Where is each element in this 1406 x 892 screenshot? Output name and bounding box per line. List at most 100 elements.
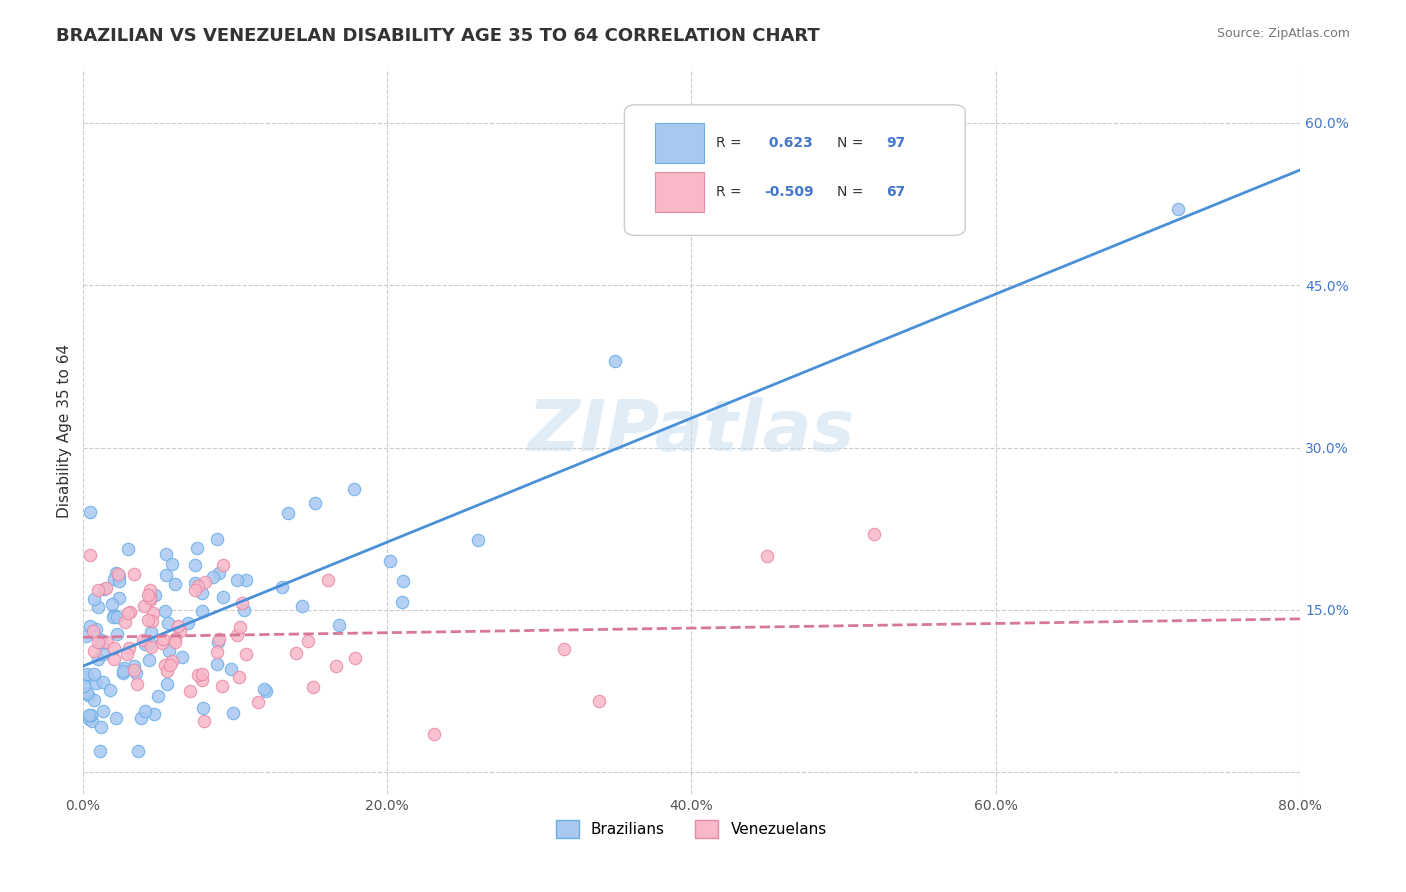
Point <box>141 615 163 629</box>
Point <box>193 714 215 728</box>
Point <box>391 574 413 589</box>
Point <box>169 624 191 639</box>
Point <box>155 568 177 582</box>
Point <box>165 576 187 591</box>
Point <box>115 648 138 662</box>
Point <box>208 632 231 647</box>
Point <box>190 673 212 687</box>
Point <box>328 618 350 632</box>
Point <box>103 572 125 586</box>
Point <box>138 636 160 650</box>
Point <box>423 727 446 741</box>
Point <box>139 624 162 639</box>
Point <box>226 628 249 642</box>
Point <box>134 599 156 613</box>
Point <box>91 647 114 661</box>
Point <box>184 582 207 597</box>
Point <box>253 681 276 696</box>
Point <box>152 632 174 647</box>
Point <box>124 665 146 680</box>
Point <box>228 620 250 634</box>
Point <box>87 652 110 666</box>
Point <box>167 619 190 633</box>
Point <box>127 677 149 691</box>
Point <box>207 635 229 649</box>
Point <box>101 609 124 624</box>
Point <box>235 573 257 587</box>
Point <box>83 693 105 707</box>
Text: 67: 67 <box>886 185 905 199</box>
Point <box>103 640 125 655</box>
Point <box>105 626 128 640</box>
Point <box>139 591 162 605</box>
Bar <box>655 172 703 212</box>
Point <box>93 582 115 597</box>
Point <box>117 606 139 620</box>
Point <box>79 506 101 520</box>
Bar <box>655 123 703 163</box>
Point <box>118 640 141 655</box>
Text: 0.623: 0.623 <box>765 136 813 150</box>
Point <box>219 662 242 676</box>
Point <box>114 615 136 629</box>
Text: ZIPatlas: ZIPatlas <box>527 397 855 466</box>
Point <box>83 666 105 681</box>
Point <box>177 616 200 631</box>
Text: Source: ZipAtlas.com: Source: ZipAtlas.com <box>1216 27 1350 40</box>
Point <box>146 690 169 704</box>
Point <box>277 506 299 520</box>
Point <box>73 679 96 693</box>
Point <box>163 632 186 646</box>
Point <box>127 744 149 758</box>
Point <box>194 574 217 589</box>
Point <box>170 649 193 664</box>
Text: BRAZILIAN VS VENEZUELAN DISABILITY AGE 35 TO 64 CORRELATION CHART: BRAZILIAN VS VENEZUELAN DISABILITY AGE 3… <box>56 27 820 45</box>
Point <box>96 634 118 648</box>
Point <box>117 541 139 556</box>
Point <box>73 670 96 684</box>
Point <box>184 575 207 590</box>
Text: R =: R = <box>716 185 741 199</box>
Point <box>89 744 111 758</box>
Point <box>297 634 319 648</box>
Point <box>380 554 402 568</box>
Point <box>87 582 110 597</box>
Point <box>107 574 129 588</box>
Point <box>122 659 145 673</box>
Point <box>156 616 179 631</box>
Point <box>222 706 245 720</box>
Point <box>136 613 159 627</box>
Legend: Brazilians, Venezuelans: Brazilians, Venezuelans <box>550 814 832 845</box>
Point <box>83 592 105 607</box>
Point <box>187 579 209 593</box>
Point <box>153 603 176 617</box>
Point <box>155 657 177 672</box>
Point <box>605 354 627 368</box>
Point <box>139 582 162 597</box>
Point <box>228 670 250 684</box>
Point <box>270 580 292 594</box>
Point <box>160 654 183 668</box>
Point <box>94 581 117 595</box>
Point <box>79 619 101 633</box>
Point <box>316 573 339 587</box>
Point <box>1167 202 1189 217</box>
Text: 97: 97 <box>886 136 905 150</box>
Point <box>104 566 127 580</box>
Point <box>82 624 104 639</box>
Point <box>112 661 135 675</box>
Point <box>90 633 112 648</box>
Point <box>284 646 307 660</box>
Point <box>91 704 114 718</box>
Point <box>138 653 160 667</box>
Point <box>141 640 163 654</box>
Point <box>191 701 214 715</box>
Point <box>186 541 208 555</box>
Point <box>77 707 100 722</box>
Point <box>756 549 779 563</box>
Point <box>343 483 366 497</box>
Point <box>231 596 253 610</box>
Point <box>304 496 326 510</box>
Point <box>254 684 277 698</box>
Text: N =: N = <box>838 185 863 199</box>
